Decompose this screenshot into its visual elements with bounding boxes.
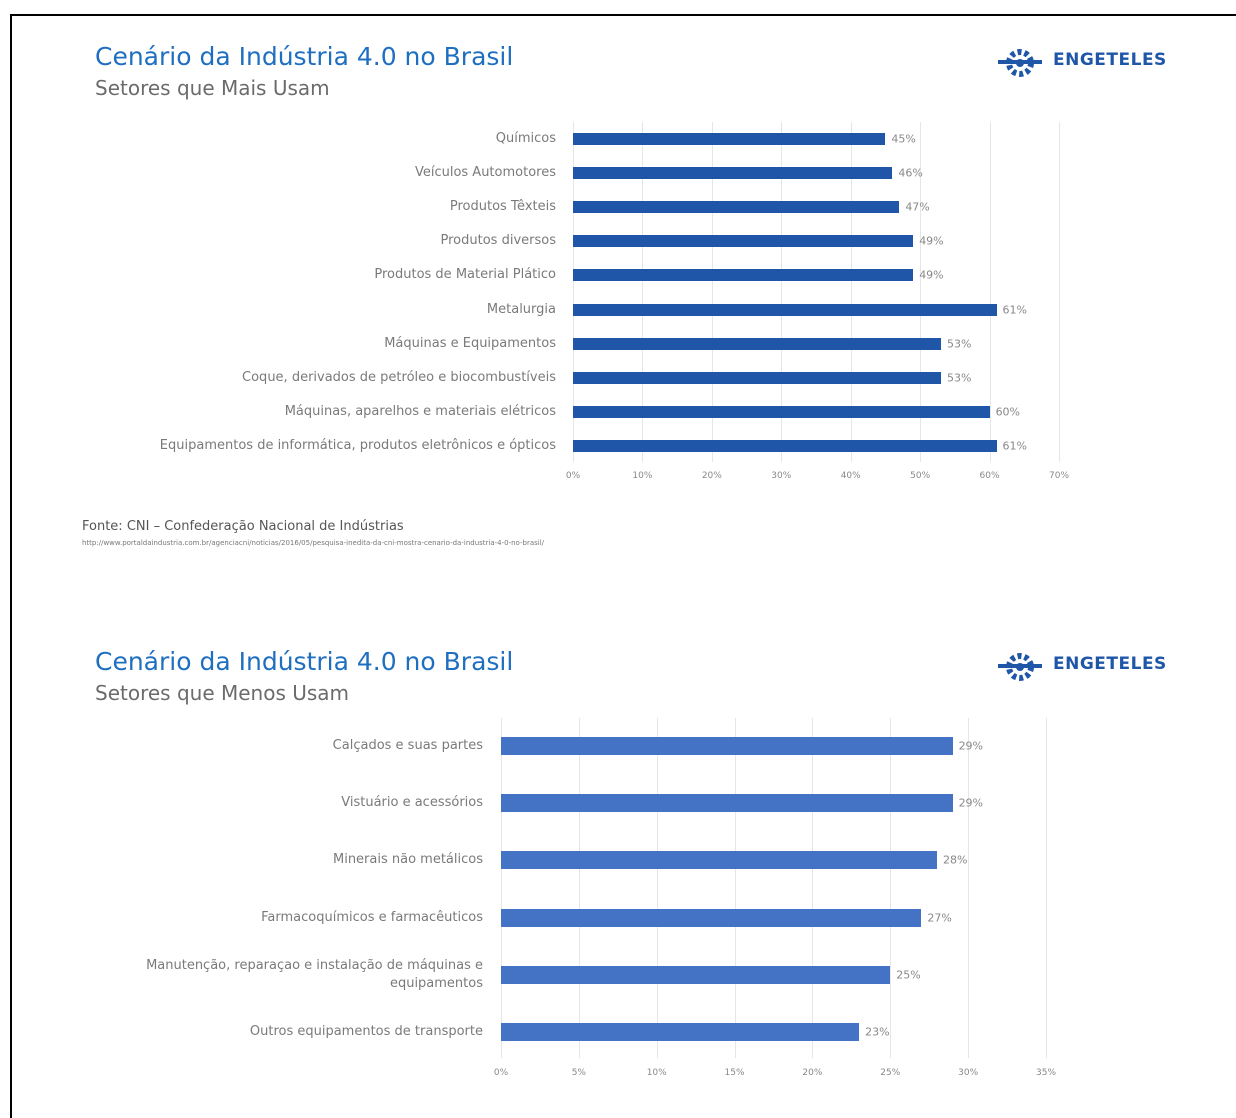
bar <box>573 133 886 145</box>
logo-icon <box>998 49 1042 77</box>
bar <box>573 269 914 282</box>
grid-line <box>920 122 922 462</box>
frame <box>10 14 1236 1118</box>
category-label: Produtos de Material Plático <box>374 267 556 283</box>
title: Cenário da Indústria 4.0 no Brasil <box>95 42 514 71</box>
x-tick-label: 30% <box>958 1068 979 1078</box>
bar <box>501 794 953 813</box>
url: http://www.portaldaindustria.com.br/agen… <box>82 539 544 547</box>
value-label: 46% <box>898 166 923 180</box>
bar <box>573 235 914 248</box>
category-label: Outros equipamentos de transporte <box>249 1024 483 1039</box>
category-label: Químicos <box>495 131 556 146</box>
logo: ENGETELES <box>1053 50 1167 70</box>
grid-line <box>642 122 644 462</box>
category-label: Calçados e suas partes <box>332 738 483 753</box>
x-tick-label: 20% <box>802 1068 823 1078</box>
x-tick-label: 20% <box>701 471 722 481</box>
value-label: 61% <box>1002 439 1027 453</box>
category-label: Equipamentos de informática, produtos el… <box>159 437 556 453</box>
grid-line <box>1059 122 1060 462</box>
x-tick-label: 30% <box>771 471 792 481</box>
bar <box>501 1023 860 1041</box>
category-label: Veículos Automotores <box>414 165 556 181</box>
bar <box>573 371 941 384</box>
category-label: Coque, derivados de petróleo e biocombus… <box>242 369 556 385</box>
value-label: 49% <box>919 268 944 282</box>
bar <box>501 908 922 927</box>
title: Cenário da Indústria 4.0 no Brasil <box>95 647 514 676</box>
bar <box>573 405 990 418</box>
value-label: 61% <box>1002 303 1027 316</box>
x-tick-label: 0% <box>565 471 581 481</box>
x-tick-label: 40% <box>840 471 861 481</box>
grid-line <box>711 122 713 462</box>
bar <box>501 851 937 870</box>
value-label: 27% <box>927 911 952 925</box>
value-label: 47% <box>905 200 930 214</box>
logo: ENGETELES <box>1053 654 1167 674</box>
x-tick-label: 15% <box>724 1068 745 1078</box>
value-label: 29% <box>958 739 984 753</box>
x-tick-label: 60% <box>979 471 1000 481</box>
category-label: Máquinas e Equipamentos <box>384 335 556 351</box>
value-label: 45% <box>891 132 916 146</box>
x-tick-label: 25% <box>880 1068 901 1078</box>
category-label: Produtos diversos <box>440 233 556 249</box>
bar <box>573 303 997 316</box>
grid-line <box>734 718 736 1058</box>
x-tick-label: 10% <box>646 1068 667 1078</box>
bar <box>573 337 941 350</box>
value-label: 53% <box>946 371 972 385</box>
category-label: Minerais não metálicos <box>332 852 483 868</box>
grid-line <box>656 718 658 1058</box>
category-label: Metalurgia <box>486 301 556 317</box>
bar <box>573 167 893 180</box>
value-label: 28% <box>943 853 968 867</box>
grid-line <box>812 718 814 1058</box>
x-tick-label: 70% <box>1048 471 1070 481</box>
subtitle: Setores que Menos Usam <box>95 681 350 705</box>
grid-line <box>501 718 502 1058</box>
value-label: 60% <box>995 405 1021 419</box>
grid-line <box>968 718 970 1058</box>
x-tick-label: 5% <box>571 1068 586 1078</box>
value-label: 23% <box>865 1025 890 1039</box>
logo-icon <box>998 653 1042 681</box>
x-tick-label: 35% <box>1035 1068 1057 1078</box>
x-tick-label: 50% <box>910 471 931 481</box>
x-tick-label: 10% <box>632 471 653 481</box>
grid-line <box>573 122 574 462</box>
value-label: 49% <box>919 234 944 248</box>
value-label: 53% <box>946 337 972 351</box>
source: Fonte: CNI – Confederação Nacional de In… <box>82 519 404 534</box>
grid-line <box>578 718 580 1058</box>
bar <box>573 201 900 214</box>
grid-line <box>890 718 892 1058</box>
x-tick-label: 0% <box>493 1068 509 1078</box>
grid-line <box>1046 718 1047 1058</box>
bar <box>573 439 997 452</box>
grid-line <box>850 122 852 462</box>
bar <box>501 965 891 984</box>
bar <box>501 737 953 755</box>
grid-line <box>989 122 991 462</box>
category-label: Produtos Têxteis <box>449 199 556 215</box>
subtitle: Setores que Mais Usam <box>95 76 330 100</box>
value-label: 29% <box>958 796 984 810</box>
grid-line <box>781 122 783 462</box>
category-label: Manutenção, reparaçao e instalação de má… <box>146 957 483 991</box>
category-label: Vistuário e acessórios <box>341 795 483 811</box>
category-label: Farmacoquímicos e farmacêuticos <box>261 909 483 925</box>
category-label: Máquinas, aparelhos e materiais elétrico… <box>284 403 556 419</box>
value-label: 25% <box>896 968 921 982</box>
